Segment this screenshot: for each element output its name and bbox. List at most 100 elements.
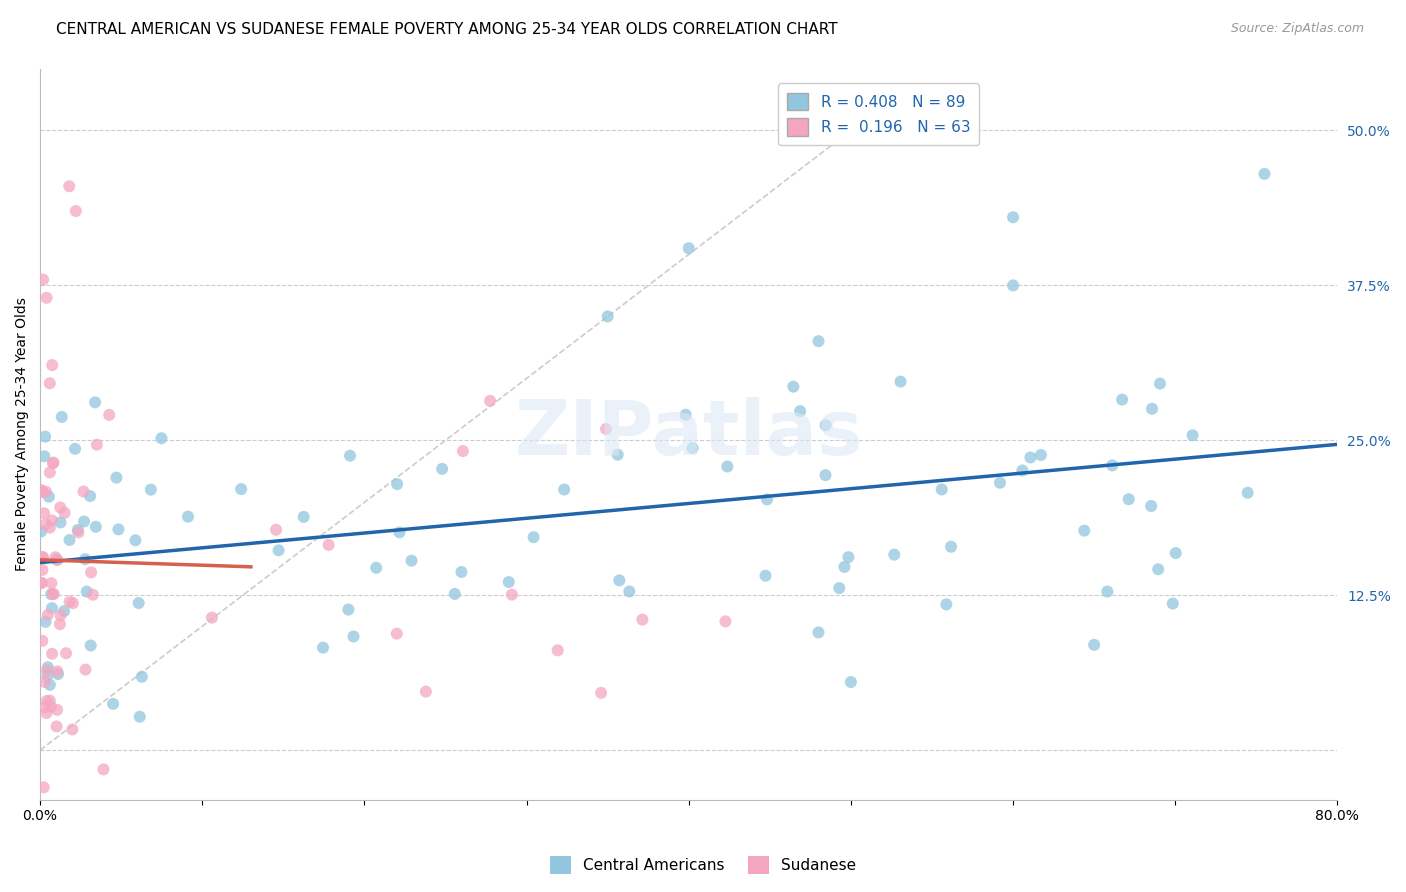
Point [450, 565, 472, 579]
Point [67, 525, 90, 540]
Point [595, 422, 617, 436]
Point [839, 675, 862, 690]
Point [34, 429, 56, 443]
Point [49, 500, 72, 515]
Point [591, 686, 613, 700]
Point [1002, 278, 1025, 293]
Point [1181, 428, 1204, 442]
Point [76, 584, 98, 599]
Point [41, 513, 63, 527]
Point [523, 530, 546, 544]
Point [931, 483, 953, 497]
Point [883, 548, 905, 562]
Point [105, 470, 128, 484]
Point [828, 581, 851, 595]
Point [837, 550, 859, 565]
Point [814, 468, 837, 483]
Point [1097, 584, 1119, 599]
Point [756, 492, 779, 507]
Point [988, 475, 1011, 490]
Point [1029, 448, 1052, 462]
Point [607, 574, 630, 588]
Point [53, 506, 76, 520]
Point [35, 291, 58, 305]
Point [39, 699, 62, 714]
Point [619, 584, 641, 599]
Point [35, 706, 58, 720]
Y-axis label: Female Poverty Among 25-34 Year Olds: Female Poverty Among 25-34 Year Olds [15, 297, 30, 571]
Point [55, 646, 77, 660]
Point [75, 663, 97, 677]
Point [38, 466, 60, 480]
Point [37, 660, 59, 674]
Point [65, 204, 87, 219]
Point [80, 639, 103, 653]
Point [1083, 638, 1105, 652]
Point [32, 272, 55, 286]
Point [34, 615, 56, 629]
Point [41, 358, 63, 372]
Point [41, 576, 63, 591]
Point [34, 517, 56, 532]
Point [37, 668, 59, 682]
Point [1111, 392, 1133, 407]
Point [45, 552, 67, 566]
Point [782, 380, 804, 394]
Point [30, 524, 52, 539]
Point [46, 667, 69, 681]
Point [38, 490, 60, 504]
Point [35, 694, 58, 708]
Point [30, 483, 52, 498]
Point [62, 596, 84, 610]
Point [45, 719, 67, 733]
Point [342, 630, 364, 644]
Point [451, 444, 474, 458]
Point [128, 710, 150, 724]
Point [682, 441, 704, 455]
Point [30, 483, 52, 498]
Point [39, 587, 62, 601]
Point [939, 540, 962, 554]
Point [107, 523, 129, 537]
Point [63, 442, 86, 456]
Point [678, 241, 700, 255]
Point [41, 647, 63, 661]
Point [131, 670, 153, 684]
Point [754, 568, 776, 582]
Point [79, 489, 101, 503]
Point [80, 566, 103, 580]
Point [1019, 450, 1042, 465]
Point [1002, 211, 1025, 225]
Point [32, 506, 55, 520]
Point [124, 533, 146, 548]
Point [1140, 499, 1163, 513]
Point [177, 509, 200, 524]
Point [498, 575, 520, 590]
Point [82, 588, 104, 602]
Point [807, 625, 830, 640]
Point [501, 588, 523, 602]
Point [1161, 597, 1184, 611]
Point [84, 395, 107, 409]
Point [1101, 458, 1123, 473]
Legend: Central Americans, Sudanese: Central Americans, Sudanese [544, 850, 862, 880]
Point [38, 693, 60, 707]
Point [31, 563, 53, 577]
Point [430, 462, 453, 476]
Legend: R = 0.408   N = 89, R =  0.196   N = 63: R = 0.408 N = 89, R = 0.196 N = 63 [778, 84, 980, 145]
Point [1236, 485, 1258, 500]
Point [46, 553, 69, 567]
Point [1140, 401, 1163, 416]
Point [84, 520, 107, 534]
Point [337, 602, 360, 616]
Point [41, 601, 63, 615]
Point [73, 515, 96, 529]
Point [385, 626, 408, 640]
Point [1118, 492, 1140, 507]
Text: Source: ZipAtlas.com: Source: ZipAtlas.com [1230, 22, 1364, 36]
Point [60, 723, 83, 737]
Point [37, 607, 59, 622]
Point [789, 404, 811, 418]
Point [388, 525, 411, 540]
Point [479, 393, 502, 408]
